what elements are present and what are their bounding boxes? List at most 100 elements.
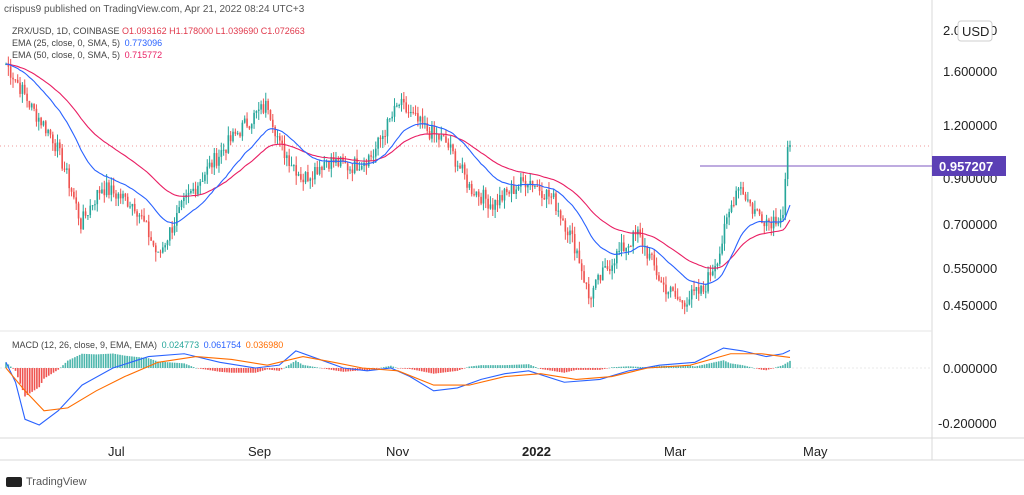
macd-hist-bar <box>261 368 264 371</box>
candle <box>477 189 480 206</box>
candle <box>704 283 707 299</box>
macd-hist-bar <box>363 368 366 371</box>
candle <box>150 231 152 241</box>
candle <box>503 187 506 209</box>
macd-hist-bar <box>447 368 449 372</box>
candle-body <box>290 165 293 167</box>
candle <box>749 199 752 207</box>
candle <box>569 225 571 244</box>
macd-hist-bar <box>430 368 433 374</box>
candle <box>159 249 162 258</box>
candle <box>169 227 171 246</box>
symbol-legend[interactable]: ZRX/USD, 1D, COINBASE O1.093162 H1.17800… <box>12 26 305 36</box>
macd-hist-bar <box>378 368 380 369</box>
candle <box>412 106 415 115</box>
candle-body <box>538 185 541 191</box>
candle <box>241 120 244 141</box>
candle <box>396 102 398 108</box>
candle-body <box>686 304 688 307</box>
candle-body <box>264 100 267 113</box>
candle-body <box>751 203 754 214</box>
macd-hist-bar <box>26 368 29 395</box>
macd-hist-bar <box>318 367 321 369</box>
candle <box>40 116 42 129</box>
candle-body <box>431 125 433 139</box>
candle-body <box>711 271 714 276</box>
candle <box>779 209 782 228</box>
candle <box>145 220 148 223</box>
candle <box>59 139 61 156</box>
candle <box>681 300 684 310</box>
candle-body <box>178 207 180 214</box>
macd-hist-bar <box>599 368 601 370</box>
macd-hist-bar <box>774 367 777 368</box>
macd-hist-bar <box>38 368 41 388</box>
candle <box>391 111 393 122</box>
macd-hist-bar <box>677 365 680 368</box>
candle <box>260 100 262 115</box>
currency-badge[interactable] <box>957 20 993 42</box>
candle-body <box>304 172 307 183</box>
candle-body <box>344 161 347 164</box>
candle <box>688 290 691 306</box>
macd-hist-bar <box>630 366 632 368</box>
time-axis[interactable]: Jul Sep Nov 2022 Mar May <box>108 444 828 459</box>
macd-hist-bar <box>504 365 506 368</box>
candle-body <box>49 129 52 135</box>
ema50-legend[interactable]: EMA (50, close, 0, SMA, 5) 0.715772 <box>12 50 162 60</box>
macd-hist-bar <box>682 365 684 368</box>
tradingview-logo[interactable]: TradingView <box>6 476 87 488</box>
macd-hist-bar <box>739 364 741 368</box>
candle <box>358 161 361 171</box>
macd-axis[interactable]: 0.000000 -0.200000 <box>938 361 997 431</box>
candle-body <box>154 245 157 253</box>
candle <box>421 108 424 129</box>
candle-body <box>426 123 429 131</box>
macd-hist-bar <box>458 368 461 370</box>
macd-hist-bar <box>78 354 81 368</box>
candle <box>377 136 379 156</box>
candle <box>515 185 518 200</box>
candle-body <box>524 180 527 188</box>
candle-body <box>552 193 555 197</box>
candle-body <box>564 220 567 232</box>
candle <box>417 106 419 127</box>
candle-body <box>674 290 677 297</box>
candle <box>543 194 546 200</box>
candle-body <box>169 227 171 241</box>
candle-body <box>318 166 321 175</box>
candle <box>742 181 745 195</box>
candle <box>286 151 288 167</box>
macd-hist-bar <box>266 368 269 370</box>
macd-hist-bar <box>401 368 404 369</box>
candle-body <box>679 299 681 301</box>
candle-body <box>683 302 686 307</box>
candle-body <box>173 225 176 233</box>
candle <box>403 91 405 110</box>
macd-hist-bar <box>470 366 473 368</box>
candle-body <box>515 189 518 194</box>
candle-body <box>761 214 763 223</box>
candle-body <box>19 82 21 94</box>
candle-body <box>103 189 106 196</box>
candle-body <box>253 112 255 125</box>
macd-hist-bar <box>420 368 423 372</box>
ema25-legend[interactable]: EMA (25, close, 0, SMA, 5) 0.773096 <box>12 38 162 48</box>
candle-body <box>473 194 475 196</box>
candle <box>288 148 290 173</box>
candle <box>536 179 539 188</box>
candle-body <box>599 274 602 281</box>
candle <box>87 215 89 220</box>
candle <box>498 186 501 209</box>
symbol-info: ZRX/USD, 1D, COINBASE <box>12 26 120 36</box>
candle <box>353 156 356 175</box>
candle-body <box>730 204 733 212</box>
candle-body <box>482 189 485 204</box>
candle-body <box>330 157 333 169</box>
candle-body <box>744 194 747 200</box>
macd-hist-bar <box>159 361 162 368</box>
candle <box>7 56 10 76</box>
price-tick: 0.700000 <box>943 217 997 232</box>
macd-legend[interactable]: MACD (12, 26, close, 9, EMA, EMA) 0.0247… <box>12 340 283 350</box>
